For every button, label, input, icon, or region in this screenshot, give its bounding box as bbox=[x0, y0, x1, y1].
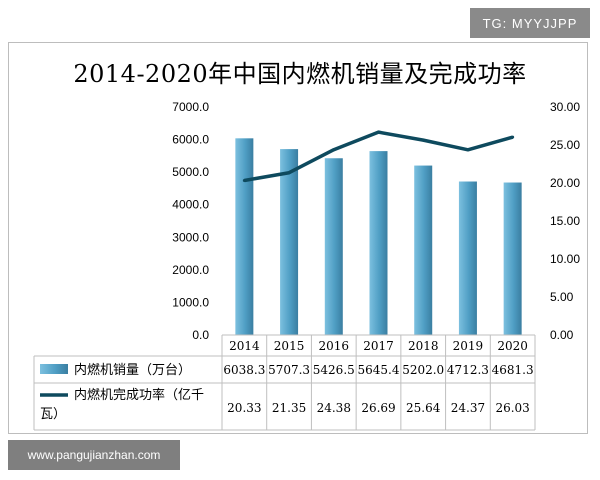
x-tick-label: 2019 bbox=[453, 339, 484, 353]
tg-badge: TG: MYYJJPP bbox=[470, 8, 590, 38]
legend-label-bars: 内燃机销量（万台） bbox=[74, 362, 191, 378]
bar-data-label: 4681.3 bbox=[492, 363, 534, 377]
bar-data-label: 6038.3 bbox=[223, 363, 265, 377]
line-point-2019 bbox=[466, 148, 470, 152]
bar-2016 bbox=[324, 158, 343, 335]
y-right-tick-label: 10.00 bbox=[550, 252, 580, 266]
line-data-label: 20.33 bbox=[227, 401, 261, 415]
line-point-2015 bbox=[287, 171, 291, 175]
y-right-tick-label: 25.00 bbox=[550, 138, 580, 152]
legend-label-line: 内燃机完成功率（亿千 bbox=[74, 387, 204, 403]
bar-2017 bbox=[369, 151, 388, 335]
x-tick-label: 2014 bbox=[229, 339, 260, 353]
bar-2014 bbox=[235, 138, 254, 335]
line-data-label: 21.35 bbox=[272, 401, 306, 415]
y-right-tick-label: 30.00 bbox=[550, 100, 580, 114]
bar-2020 bbox=[503, 182, 522, 335]
y-right-tick-label: 5.00 bbox=[550, 290, 574, 304]
line-point-2017 bbox=[377, 130, 380, 134]
y-left-tick-label: 1000.0 bbox=[172, 295, 209, 309]
line-point-2014 bbox=[242, 178, 246, 182]
bar-data-label: 5426.5 bbox=[313, 363, 355, 377]
legend-swatch-bars bbox=[40, 364, 68, 374]
bar-data-label: 5707.3 bbox=[268, 363, 310, 377]
bar-2018 bbox=[414, 165, 433, 335]
x-tick-label: 2020 bbox=[497, 339, 528, 353]
x-tick-label: 2017 bbox=[363, 339, 394, 353]
line-point-2018 bbox=[421, 138, 425, 142]
y-left-tick-label: 6000.0 bbox=[172, 133, 209, 147]
y-left-tick-label: 7000.0 bbox=[172, 100, 209, 114]
line-data-label: 26.03 bbox=[495, 401, 529, 415]
line-point-2020 bbox=[511, 135, 515, 139]
line-point-2016 bbox=[332, 148, 336, 152]
bar-2019 bbox=[458, 181, 477, 335]
line-data-label: 26.69 bbox=[361, 401, 395, 415]
legend-label-line: 瓦） bbox=[40, 407, 66, 422]
line-data-label: 25.64 bbox=[406, 401, 441, 415]
bar-2015 bbox=[280, 149, 299, 335]
line-data-label: 24.38 bbox=[317, 401, 351, 415]
y-left-tick-label: 2000.0 bbox=[172, 263, 209, 277]
bar-data-label: 4712.3 bbox=[447, 363, 489, 377]
x-tick-label: 2016 bbox=[319, 339, 350, 353]
y-right-tick-label: 20.00 bbox=[550, 176, 580, 190]
y-left-tick-label: 5000.0 bbox=[172, 165, 209, 179]
y-left-tick-label: 3000.0 bbox=[172, 230, 209, 244]
bar-data-label: 5645.4 bbox=[358, 363, 400, 377]
y-left-tick-label: 4000.0 bbox=[172, 198, 209, 212]
website-badge: www.pangujianzhan.com bbox=[8, 440, 180, 470]
bar-data-label: 5202.0 bbox=[402, 363, 444, 377]
line-data-label: 24.37 bbox=[451, 401, 485, 415]
x-tick-label: 2015 bbox=[274, 339, 305, 353]
y-left-tick-label: 0.0 bbox=[192, 328, 209, 342]
y-right-tick-label: 15.00 bbox=[550, 214, 580, 228]
y-right-tick-label: 0.00 bbox=[550, 328, 574, 342]
x-tick-label: 2018 bbox=[408, 339, 439, 353]
chart-title: 2014-2020年中国内燃机销量及完成功率 bbox=[73, 60, 527, 88]
